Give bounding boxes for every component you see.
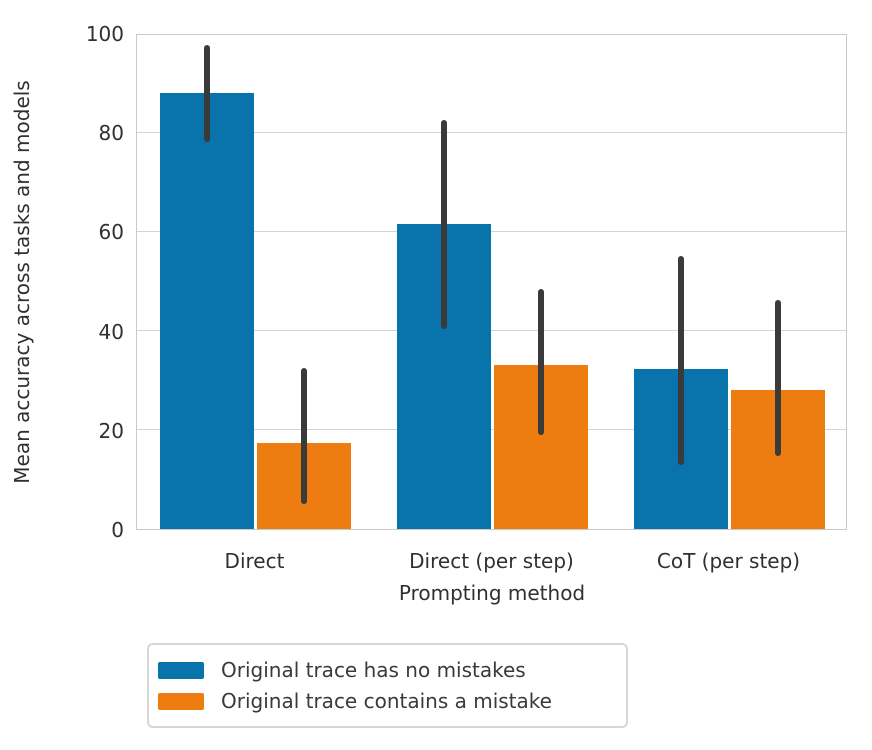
legend-label: Original trace contains a mistake — [221, 689, 552, 713]
gridline-y-20 — [137, 429, 846, 431]
plot-area — [136, 34, 847, 530]
error-bar-no-mistakes-1 — [203, 45, 210, 143]
y-axis-title: Mean accuracy across tasks and models — [10, 80, 34, 484]
bar-no-mistakes-1 — [159, 92, 254, 529]
x-tick-label-2: Direct (per step) — [409, 549, 574, 573]
error-bar-mistake-2 — [537, 289, 544, 435]
y-tick-label-40: 40 — [98, 319, 124, 344]
y-tick-label-0: 0 — [111, 518, 124, 542]
legend-entry-2: Original trace contains a mistake — [158, 689, 626, 713]
legend-label: Original trace has no mistakes — [221, 658, 526, 682]
error-bar-mistake-1 — [300, 367, 307, 505]
y-tick-label-100: 100 — [85, 22, 124, 46]
legend-swatch-icon — [158, 661, 204, 679]
x-axis-title: Prompting method — [398, 581, 586, 605]
legend-entry-1: Original trace has no mistakes — [158, 658, 626, 682]
error-bar-no-mistakes-3 — [677, 256, 684, 465]
error-bar-mistake-3 — [774, 299, 781, 457]
x-tick-label-3: CoT (per step) — [656, 549, 801, 573]
error-bar-no-mistakes-2 — [440, 119, 447, 330]
legend-swatch-icon — [158, 692, 204, 710]
y-tick-label-60: 60 — [98, 220, 124, 245]
y-tick-label-20: 20 — [98, 418, 124, 443]
gridline-y-60 — [137, 230, 846, 232]
legend: Original trace has no mistakes Original t… — [147, 643, 628, 728]
x-tick-label-1: Direct — [224, 549, 285, 573]
y-tick-label-80: 80 — [98, 121, 124, 146]
gridline-y-40 — [137, 330, 846, 332]
gridline-y-80 — [137, 131, 846, 133]
